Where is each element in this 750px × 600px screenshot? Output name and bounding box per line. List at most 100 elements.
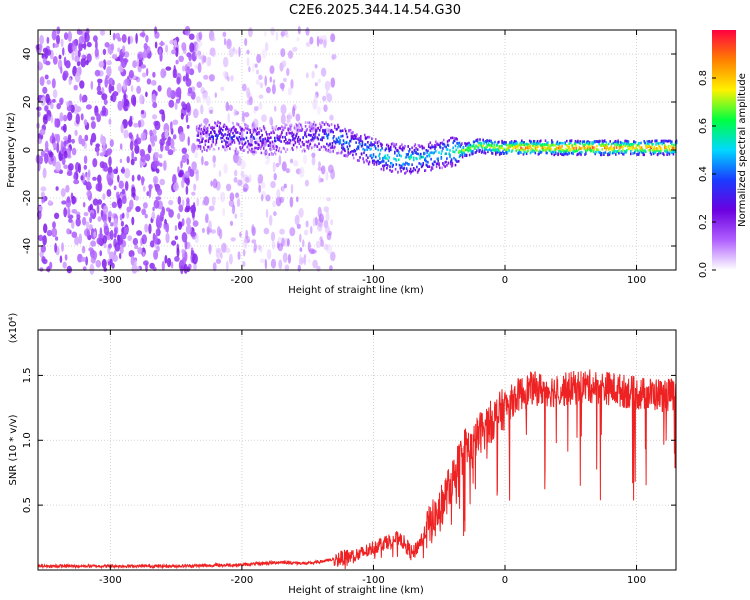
spectrogram-ridge-cell — [282, 128, 285, 132]
spectrogram-ridge-cell — [228, 128, 230, 131]
spectrogram-cell — [330, 168, 335, 180]
spectrogram-ridge-cell — [600, 152, 603, 155]
spectrogram-ridge-cell — [491, 148, 494, 152]
spectrogram-ridge-cell — [616, 150, 619, 153]
spectrogram-cell — [283, 77, 287, 82]
spectrogram-ridge-cell — [210, 126, 212, 130]
spectrogram-ridge-cell — [633, 147, 636, 150]
spectrogram-ridge-cell — [278, 147, 281, 150]
spectrogram-ridge-cell — [241, 146, 244, 149]
spectrogram-ridge-cell — [266, 133, 268, 136]
spectrogram-cell — [134, 156, 137, 162]
spectrogram-cell — [172, 134, 177, 140]
spectrogram-cell — [36, 106, 42, 111]
spectrogram-cell — [168, 209, 174, 218]
spectrogram-ridge-cell — [245, 124, 248, 127]
spectrogram-ridge-cell — [344, 141, 346, 145]
spectrogram-cell — [181, 218, 185, 227]
spectrogram-ridge-cell — [609, 140, 611, 143]
spectrogram-cell — [295, 113, 301, 122]
spectrogram-cell — [258, 184, 262, 193]
spectrogram-ridge-cell — [336, 138, 338, 142]
spectrogram-cell — [215, 258, 222, 264]
spectrogram-cell — [113, 185, 117, 191]
spectrogram-ridge-cell — [280, 140, 282, 143]
spectrogram-ridge-cell — [440, 152, 443, 156]
spectrogram-ridge-cell — [635, 144, 638, 147]
spectrogram-ridge-cell — [663, 153, 665, 157]
spectrogram-cell — [296, 196, 299, 203]
spectrogram-ridge-cell — [253, 150, 256, 154]
y-tick-label: 40 — [22, 48, 33, 61]
spectrogram-cell — [188, 53, 192, 62]
spectrogram-ridge-cell — [225, 136, 228, 140]
spectrogram-cell — [187, 136, 190, 147]
colorbar-gradient — [712, 30, 736, 270]
spectrogram-cell — [220, 191, 226, 203]
spectrogram-cell — [330, 219, 334, 226]
spectrogram-ridge-cell — [634, 141, 637, 144]
spectrogram-cell — [241, 116, 246, 123]
spectrogram-ridge-cell — [298, 142, 301, 145]
spectrogram-cell — [200, 104, 204, 115]
y-tick-label: 1.5 — [22, 367, 33, 383]
spectrogram-ridge-cell — [570, 141, 572, 145]
spectrogram-ridge-cell — [397, 151, 400, 154]
spectrogram-cell — [50, 156, 54, 162]
spectrogram-cell — [194, 49, 200, 58]
spectrogram-ridge-cell — [575, 147, 578, 150]
spectrogram-cell — [139, 32, 146, 37]
spectrogram-ridge-cell — [656, 147, 658, 150]
spectrogram-cell — [198, 31, 203, 41]
spectrogram-ridge-cell — [536, 149, 538, 152]
spectrogram-cell — [126, 210, 130, 219]
spectrogram-cell — [45, 60, 51, 66]
spectrogram-cell — [233, 108, 238, 117]
spectrogram-ridge-cell — [570, 148, 572, 152]
spectrogram-ridge-cell — [300, 126, 303, 129]
spectrogram-cell — [183, 263, 188, 274]
spectrogram-cell — [118, 65, 123, 72]
spectrogram-ridge-cell — [636, 148, 638, 151]
spectrogram-ridge-cell — [520, 151, 522, 154]
spectrogram-ridge-cell — [425, 160, 428, 163]
spectrogram-ridge-cell — [446, 157, 448, 160]
spectrogram-cell — [271, 240, 276, 250]
spectrogram-ridge-cell — [298, 122, 301, 125]
spectrogram-cell — [243, 112, 250, 118]
spectrogram-cell — [109, 139, 114, 148]
spectrogram-ridge-cell — [454, 144, 457, 148]
spectrogram-ridge-cell — [648, 148, 650, 152]
spectrogram-ridge-cell — [244, 141, 247, 144]
spectrogram-cell — [104, 42, 110, 48]
spectrogram-ridge-cell — [478, 143, 480, 147]
spectrogram-ridge-cell — [484, 151, 487, 155]
spectrogram-cell — [86, 190, 91, 197]
spectrogram-ridge-cell — [490, 140, 492, 144]
spectrogram-ridge-cell — [515, 149, 518, 152]
spectrogram-cell — [102, 145, 106, 156]
spectrogram-ridge-cell — [368, 135, 371, 139]
spectrogram-ridge-cell — [632, 146, 634, 149]
spectrogram-cell — [158, 48, 162, 56]
spectrogram-cell — [208, 205, 215, 212]
spectrogram-ridge-cell — [344, 149, 346, 153]
spectrogram-cell — [270, 26, 275, 36]
spectrogram-ridge-cell — [362, 157, 364, 161]
spectrogram-ridge-cell — [527, 149, 529, 152]
spectrogram-cell — [104, 77, 108, 88]
spectrogram-cell — [230, 237, 236, 242]
spectrogram-ridge-cell — [378, 154, 380, 157]
spectrogram-ridge-cell — [629, 147, 631, 150]
spectrogram-ridge-cell — [422, 163, 424, 166]
spectrogram-ridge-cell — [583, 145, 585, 149]
spectrogram-cell — [212, 155, 216, 164]
spectrogram-cell — [106, 66, 112, 77]
spectrogram-cell — [46, 229, 53, 237]
spectrogram-ridge-cell — [573, 150, 576, 153]
spectrogram-cell — [87, 169, 91, 178]
spectrogram-ridge-cell — [265, 152, 267, 155]
x-tick-label: -300 — [99, 575, 122, 586]
spectrogram-ridge-cell — [547, 146, 549, 150]
